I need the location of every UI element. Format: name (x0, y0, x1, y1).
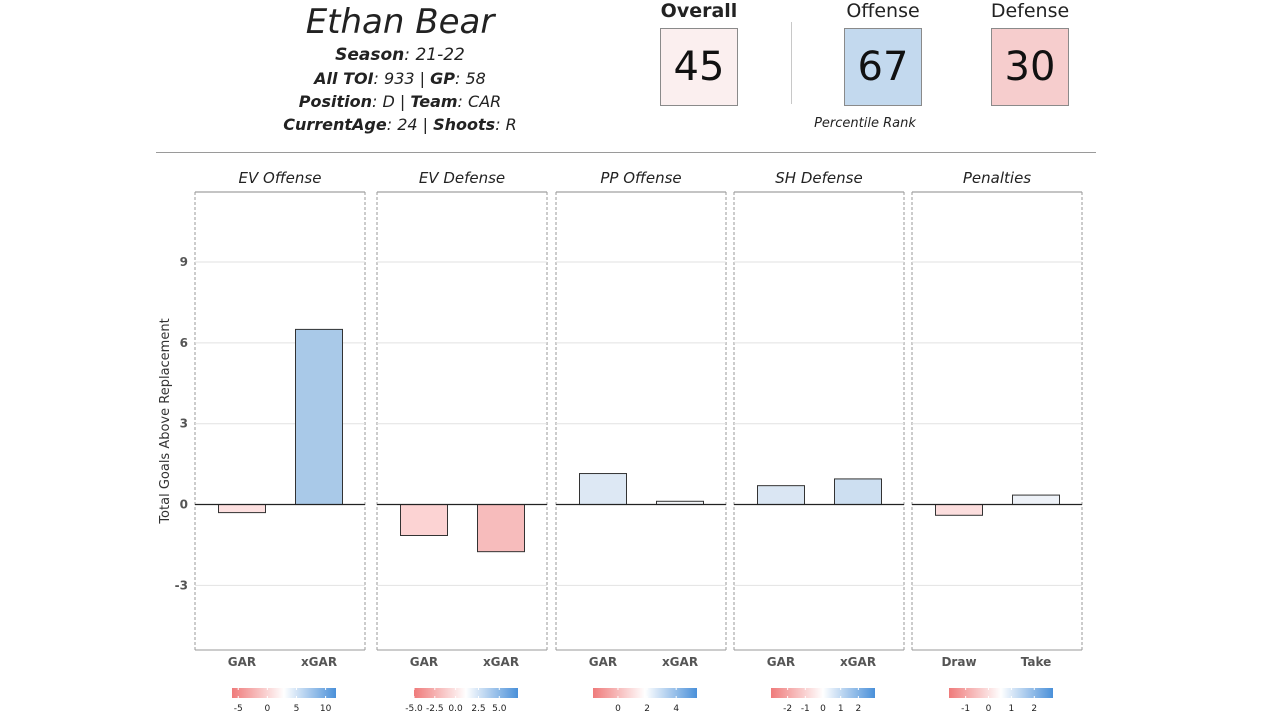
age-shoots-line: CurrentAge: 24 | Shoots: R (283, 115, 517, 134)
category-label: xGAR (483, 655, 519, 669)
season-value: 21-22 (415, 45, 465, 65)
legend-tick-label: 0 (615, 704, 621, 714)
legend-tick-label: -1 (961, 704, 970, 714)
legend-tick-label: 2 (1031, 704, 1037, 714)
category-label: xGAR (662, 655, 698, 669)
player-name: Ethan Bear (305, 2, 495, 42)
header-rule (156, 152, 1096, 153)
bar (935, 504, 983, 516)
legend-tick-label: -1 (801, 704, 810, 714)
toi-gp-line: All TOI: 933 | GP: 58 (314, 69, 486, 88)
legend-tick-label: 5 (294, 704, 300, 714)
season-label: Season (335, 45, 405, 65)
overall-score: Overall 45 (652, 0, 746, 106)
legend-colorbar (949, 688, 1053, 698)
legend-colorbar (771, 688, 875, 698)
legend-tick-label: 1 (1009, 704, 1015, 714)
category-label: xGAR (840, 655, 876, 669)
legend-tick-label: 2.5 (471, 704, 485, 714)
category-label: GAR (589, 655, 617, 669)
bar (400, 504, 448, 536)
y-tick-label: -3 (175, 578, 188, 592)
offense-label: Offense (846, 0, 920, 22)
bar (295, 328, 343, 506)
category-label: xGAR (301, 655, 337, 669)
defense-value-box: 30 (991, 28, 1069, 106)
legend-tick-label: 0 (820, 704, 826, 714)
category-label: GAR (767, 655, 795, 669)
bar (757, 485, 805, 506)
panel-title: SH Defense (775, 169, 862, 187)
position-value: D (382, 92, 395, 111)
panel-title: EV Offense (239, 169, 322, 187)
legend-tick-label: -5 (234, 704, 243, 714)
toi-label: All TOI (314, 69, 374, 88)
panel-title: PP Offense (600, 169, 681, 187)
age-label: CurrentAge (283, 115, 387, 134)
legend-colorbar (414, 688, 518, 698)
y-tick-label: 6 (180, 336, 188, 350)
team-value: CAR (468, 92, 502, 111)
team-label: Team (410, 92, 458, 111)
legend-tick-label: 0 (264, 704, 270, 714)
age-value: 24 (397, 115, 418, 134)
score-divider (791, 22, 792, 104)
bar (1012, 494, 1060, 506)
category-label: Draw (941, 655, 976, 669)
offense-score: Offense 67 (836, 0, 930, 106)
legend-tick-label: 2 (644, 704, 650, 714)
legend-tick-label: 2 (855, 704, 861, 714)
legend-tick-label: 10 (320, 704, 332, 714)
y-tick-label: 0 (180, 498, 188, 512)
y-tick-label: 3 (180, 417, 188, 431)
bar (834, 478, 882, 506)
legend-tick-label: 0 (986, 704, 992, 714)
shoots-value: R (505, 115, 517, 134)
offense-value-box: 67 (844, 28, 922, 106)
gp-label: GP (430, 69, 455, 88)
category-label: GAR (228, 655, 256, 669)
legend-tick-label: 1 (838, 704, 844, 714)
legend-colorbar (593, 688, 697, 698)
y-tick-label: 9 (180, 255, 188, 269)
defense-score: Defense 30 (983, 0, 1077, 106)
gp-value: 58 (465, 69, 486, 88)
percentile-rank-caption: Percentile Rank (814, 116, 916, 131)
legend-tick-label: -2 (783, 704, 792, 714)
player-info: Ethan Bear Season: 21-22 All TOI: 933 | … (230, 0, 570, 136)
defense-label: Defense (990, 0, 1070, 22)
legend-tick-label: 5.0 (492, 704, 507, 714)
y-axis-title: Total Goals Above Replacement (158, 318, 173, 524)
bar (477, 504, 525, 553)
panel-title: EV Defense (419, 169, 505, 187)
legend-tick-label: 4 (673, 704, 679, 714)
overall-label: Overall (660, 0, 738, 22)
shoots-label: Shoots (433, 115, 496, 134)
legend-colorbar (232, 688, 336, 698)
category-label: Take (1021, 655, 1052, 669)
season-line: Season: 21-22 (335, 45, 465, 65)
panel-title: Penalties (963, 169, 1031, 187)
category-label: GAR (410, 655, 438, 669)
position-team-line: Position: D | Team: CAR (298, 92, 502, 111)
legend-tick-label: 0.0 (448, 704, 463, 714)
overall-value-box: 45 (660, 28, 738, 106)
toi-value: 933 (384, 69, 415, 88)
legend-tick-label: -2.5 (426, 704, 444, 714)
legend-tick-label: -5.0 (405, 704, 423, 714)
position-label: Position (298, 92, 372, 111)
bar (579, 473, 627, 506)
bar (218, 504, 266, 514)
